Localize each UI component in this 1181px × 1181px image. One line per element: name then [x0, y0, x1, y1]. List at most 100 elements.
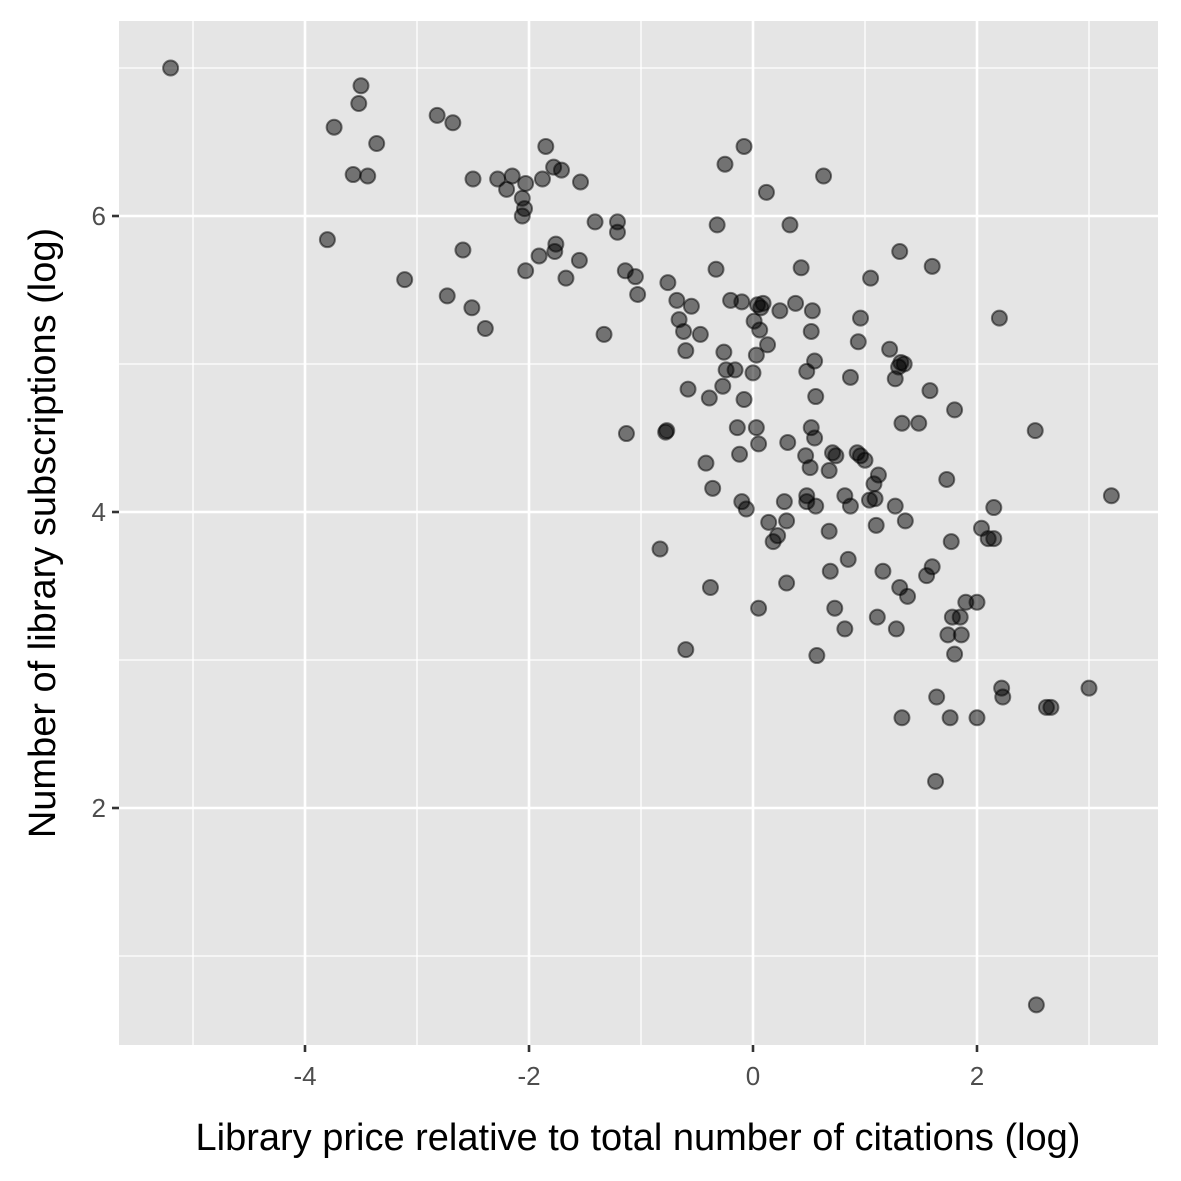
data-point — [728, 419, 746, 437]
data-point — [1080, 679, 1098, 697]
data-point — [716, 155, 734, 173]
data-point — [921, 382, 939, 400]
data-point — [769, 527, 787, 545]
data-point — [862, 269, 880, 287]
data-point — [750, 599, 768, 617]
data-point — [895, 355, 913, 373]
data-point — [476, 319, 494, 337]
data-point — [757, 183, 775, 201]
data-point — [463, 299, 481, 317]
data-point — [677, 641, 695, 659]
data-point — [941, 709, 959, 727]
data-point — [952, 626, 970, 644]
data-point — [617, 425, 635, 443]
data-point — [659, 274, 677, 292]
data-point — [572, 173, 590, 191]
data-point — [968, 593, 986, 611]
data-point — [701, 578, 719, 596]
data-point — [938, 470, 956, 488]
data-point — [759, 336, 777, 354]
data-point — [778, 574, 796, 592]
data-point — [735, 391, 753, 409]
data-point — [887, 620, 905, 638]
data-point — [781, 216, 799, 234]
data-point — [849, 333, 867, 351]
data-point — [735, 137, 753, 155]
data-point — [747, 346, 765, 364]
y-axis-title: Number of library subscriptions (log) — [22, 228, 64, 838]
data-point — [731, 445, 749, 463]
data-point — [802, 322, 820, 340]
data-point — [821, 562, 839, 580]
data-point — [350, 95, 368, 113]
data-point — [946, 401, 964, 419]
data-point — [428, 106, 446, 124]
data-point — [827, 447, 845, 465]
data-point — [985, 499, 1003, 517]
data-point — [841, 497, 859, 515]
data-point — [438, 287, 456, 305]
data-point — [990, 309, 1008, 327]
y-tick-label: 2 — [92, 793, 106, 823]
data-point — [754, 294, 772, 312]
data-point — [806, 429, 824, 447]
data-point — [454, 241, 472, 259]
data-point — [787, 294, 805, 312]
data-points — [162, 59, 1120, 1014]
data-point — [691, 325, 709, 343]
data-point — [368, 134, 386, 152]
data-point — [778, 512, 796, 530]
data-point — [866, 490, 884, 508]
data-point — [444, 114, 462, 132]
data-point — [586, 213, 604, 231]
data-point — [826, 599, 844, 617]
data-point — [517, 174, 535, 192]
minor-gridlines — [119, 21, 1158, 1045]
data-point — [715, 343, 733, 361]
data-point — [675, 322, 693, 340]
data-point — [867, 516, 885, 534]
data-point — [498, 180, 516, 198]
data-point — [1042, 698, 1060, 716]
data-point — [325, 118, 343, 136]
data-point — [704, 479, 722, 497]
data-point — [856, 451, 874, 469]
data-point — [744, 364, 762, 382]
data-point — [733, 293, 751, 311]
data-point — [792, 259, 810, 277]
data-point — [807, 497, 825, 515]
data-point — [513, 207, 531, 225]
data-point — [533, 170, 551, 188]
data-point — [868, 608, 886, 626]
data-point — [836, 620, 854, 638]
data-point — [896, 512, 914, 530]
data-point — [530, 247, 548, 265]
x-axis-title: Library price relative to total number o… — [196, 1117, 1081, 1159]
data-point — [677, 342, 695, 360]
data-point — [537, 137, 555, 155]
data-point — [708, 216, 726, 234]
data-point — [820, 522, 838, 540]
data-point — [891, 243, 909, 261]
x-tick-label: -2 — [517, 1061, 540, 1091]
data-point — [801, 459, 819, 477]
data-point — [352, 77, 370, 95]
data-point — [775, 493, 793, 511]
data-point — [751, 321, 769, 339]
data-point — [899, 587, 917, 605]
data-point — [951, 608, 969, 626]
data-point — [1102, 487, 1120, 505]
data-point — [874, 562, 892, 580]
data-point — [707, 260, 725, 278]
data-point — [682, 297, 700, 315]
data-point — [344, 166, 362, 184]
data-point — [841, 368, 859, 386]
data-point — [1026, 422, 1044, 440]
data-point — [893, 414, 911, 432]
data-point — [547, 235, 565, 253]
data-point — [808, 647, 826, 665]
data-point — [747, 419, 765, 437]
data-point — [626, 268, 644, 286]
data-point — [771, 302, 789, 320]
